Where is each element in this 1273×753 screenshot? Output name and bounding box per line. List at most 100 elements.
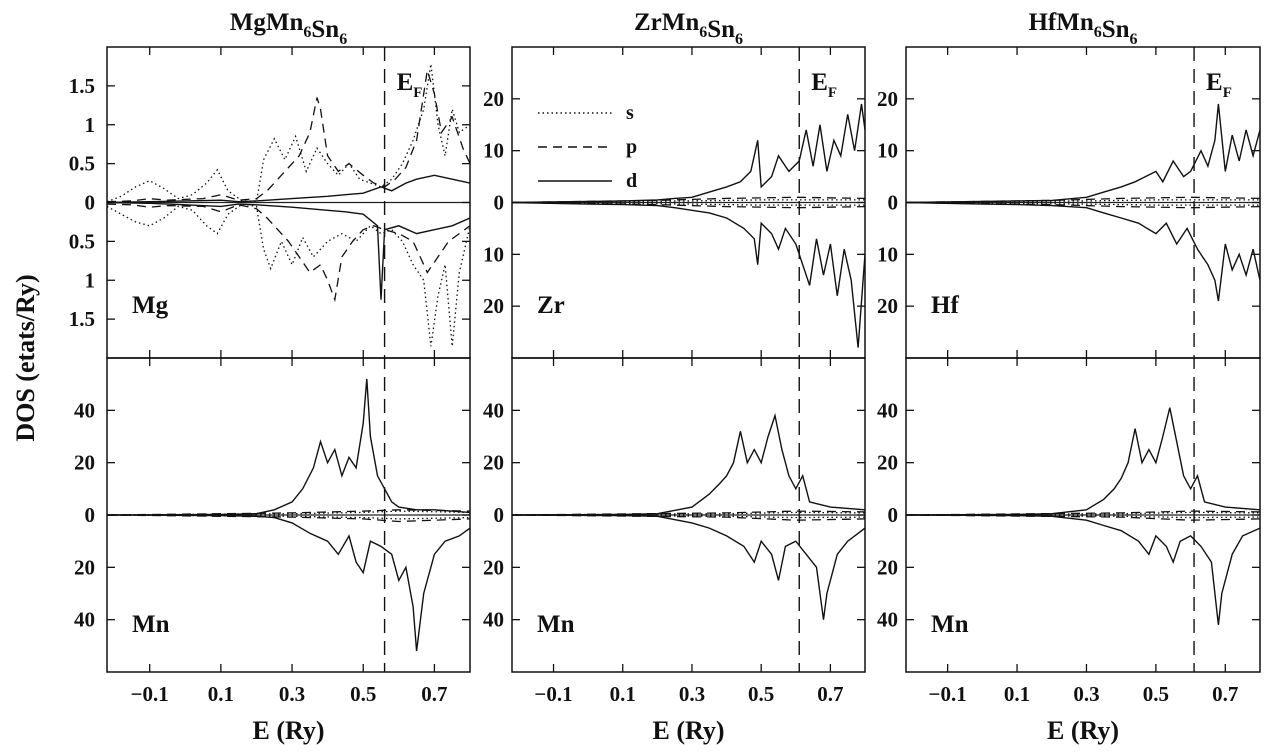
- x-tick-label: 0.3: [279, 682, 305, 706]
- y-tick-label: 1.5: [69, 74, 95, 98]
- title-element: Mg: [230, 9, 267, 36]
- series-p-down-line: [906, 201, 1260, 209]
- atom-label: Mn: [537, 611, 575, 638]
- fermi-level-label: EF: [1206, 69, 1232, 101]
- title-subscript: 6: [699, 24, 707, 41]
- y-tick-label: 10: [483, 139, 504, 163]
- y-tick-label: 20: [877, 294, 898, 318]
- x-tick-label: 0.3: [1073, 682, 1099, 706]
- y-tick-label: 10: [877, 242, 898, 266]
- series-p-up-line: [512, 510, 865, 516]
- y-tick-label: 1: [85, 268, 96, 292]
- y-tick-label: 0: [85, 191, 96, 215]
- series-d-up-line: [906, 407, 1260, 516]
- subplot-bottom: 40 20 0 20 40 Mn: [877, 357, 1261, 673]
- title-element: Hf: [1028, 9, 1056, 36]
- title-subscript: 6: [735, 31, 743, 48]
- series-group: [512, 412, 865, 620]
- series-s-down-line: [107, 514, 470, 520]
- y-tick-label: 20: [877, 555, 898, 579]
- title-element: Mn: [266, 9, 304, 36]
- title-element: Zr: [634, 9, 662, 36]
- fermi-label-main: E: [1206, 69, 1223, 96]
- title-subscript: 6: [339, 31, 347, 48]
- series-group: [906, 407, 1260, 625]
- fermi-label-main: E: [811, 69, 828, 96]
- series-d-down-line: [512, 201, 865, 348]
- series-p-up-line: [906, 510, 1260, 516]
- y-tick-label: 1.5: [69, 307, 95, 331]
- series-group: [906, 103, 1260, 302]
- x-tick-label: 0.5: [748, 682, 774, 706]
- fermi-level-label: EF: [397, 69, 423, 101]
- panel-title: HfMn6Sn6: [1028, 9, 1137, 48]
- title-element: Sn: [707, 16, 735, 43]
- atom-label: Zr: [537, 292, 565, 319]
- series-p-down-line: [512, 514, 865, 521]
- x-axis-title: E (Ry): [252, 716, 324, 745]
- series-p-down-line: [906, 514, 1260, 521]
- y-tick-label: 20: [483, 555, 504, 579]
- subplot-top: 1.5 1 0.5 0 0.5 1 1.5 Mg: [69, 46, 471, 359]
- fermi-label-sub: F: [1223, 85, 1232, 101]
- y-tick-label: 20: [877, 451, 898, 475]
- subplot-top: 20 10 0 10 20 Zr: [483, 46, 866, 359]
- y-axis-title: DOS (etats/Ry): [11, 274, 40, 441]
- series-d-up-line: [107, 174, 470, 204]
- y-tick-label: 20: [483, 87, 504, 111]
- x-tick-label: −0.1: [929, 682, 967, 706]
- fermi-label-sub: F: [828, 85, 837, 101]
- atom-label: Mn: [132, 611, 170, 638]
- y-tick-label: 0: [888, 503, 899, 527]
- y-tick-label: 40: [877, 608, 898, 632]
- series-p-down-line: [512, 201, 865, 209]
- title-element: Mn: [1056, 9, 1094, 36]
- y-tick-label: 20: [483, 451, 504, 475]
- series-group: [107, 63, 470, 347]
- series-d-up-line: [107, 378, 470, 516]
- y-tick-label: 40: [74, 398, 95, 422]
- y-tick-label: 0: [85, 503, 96, 527]
- y-tick-label: 20: [483, 294, 504, 318]
- x-tick-label: 0.7: [1212, 682, 1238, 706]
- series-s-up-line: [107, 510, 470, 516]
- title-element: Mn: [662, 9, 700, 36]
- series-d-down-line: [107, 201, 470, 300]
- subplot-top: 20 10 0 10 20 Hf: [877, 46, 1261, 359]
- atom-label: Mn: [931, 611, 969, 638]
- legend-label-d: d: [626, 170, 637, 192]
- legend-label-p: p: [626, 136, 637, 158]
- x-tick-label: 0.7: [421, 682, 447, 706]
- y-tick-label: 40: [74, 608, 95, 632]
- series-p-up-line: [107, 70, 470, 203]
- y-tick-label: 10: [483, 242, 504, 266]
- x-axis-title: E (Ry): [1047, 716, 1119, 745]
- series-d-up-line: [512, 103, 865, 204]
- x-tick-label: 0.5: [1143, 682, 1169, 706]
- series-p-up-line: [906, 196, 1260, 204]
- y-tick-label: 10: [877, 139, 898, 163]
- series-group: [512, 103, 865, 348]
- series-p-down-line: [107, 514, 470, 523]
- x-tick-label: 0.3: [679, 682, 705, 706]
- legend: spd: [538, 102, 637, 192]
- series-group: [107, 378, 470, 652]
- y-tick-label: 0: [494, 503, 505, 527]
- y-tick-label: 40: [877, 398, 898, 422]
- y-tick-label: 20: [877, 87, 898, 111]
- x-tick-label: 0.7: [817, 682, 843, 706]
- title-subscript: 6: [1130, 31, 1138, 48]
- series-p-up-line: [107, 509, 470, 516]
- series-d-up-line: [906, 103, 1260, 204]
- y-tick-label: 40: [483, 608, 504, 632]
- fermi-level-label: EF: [811, 69, 837, 101]
- x-tick-label: 0.5: [350, 682, 376, 706]
- fermi-label-main: E: [397, 69, 414, 96]
- panel-title: ZrMn6Sn6: [634, 9, 743, 48]
- y-tick-label: 0.5: [69, 152, 95, 176]
- x-tick-label: −0.1: [534, 682, 572, 706]
